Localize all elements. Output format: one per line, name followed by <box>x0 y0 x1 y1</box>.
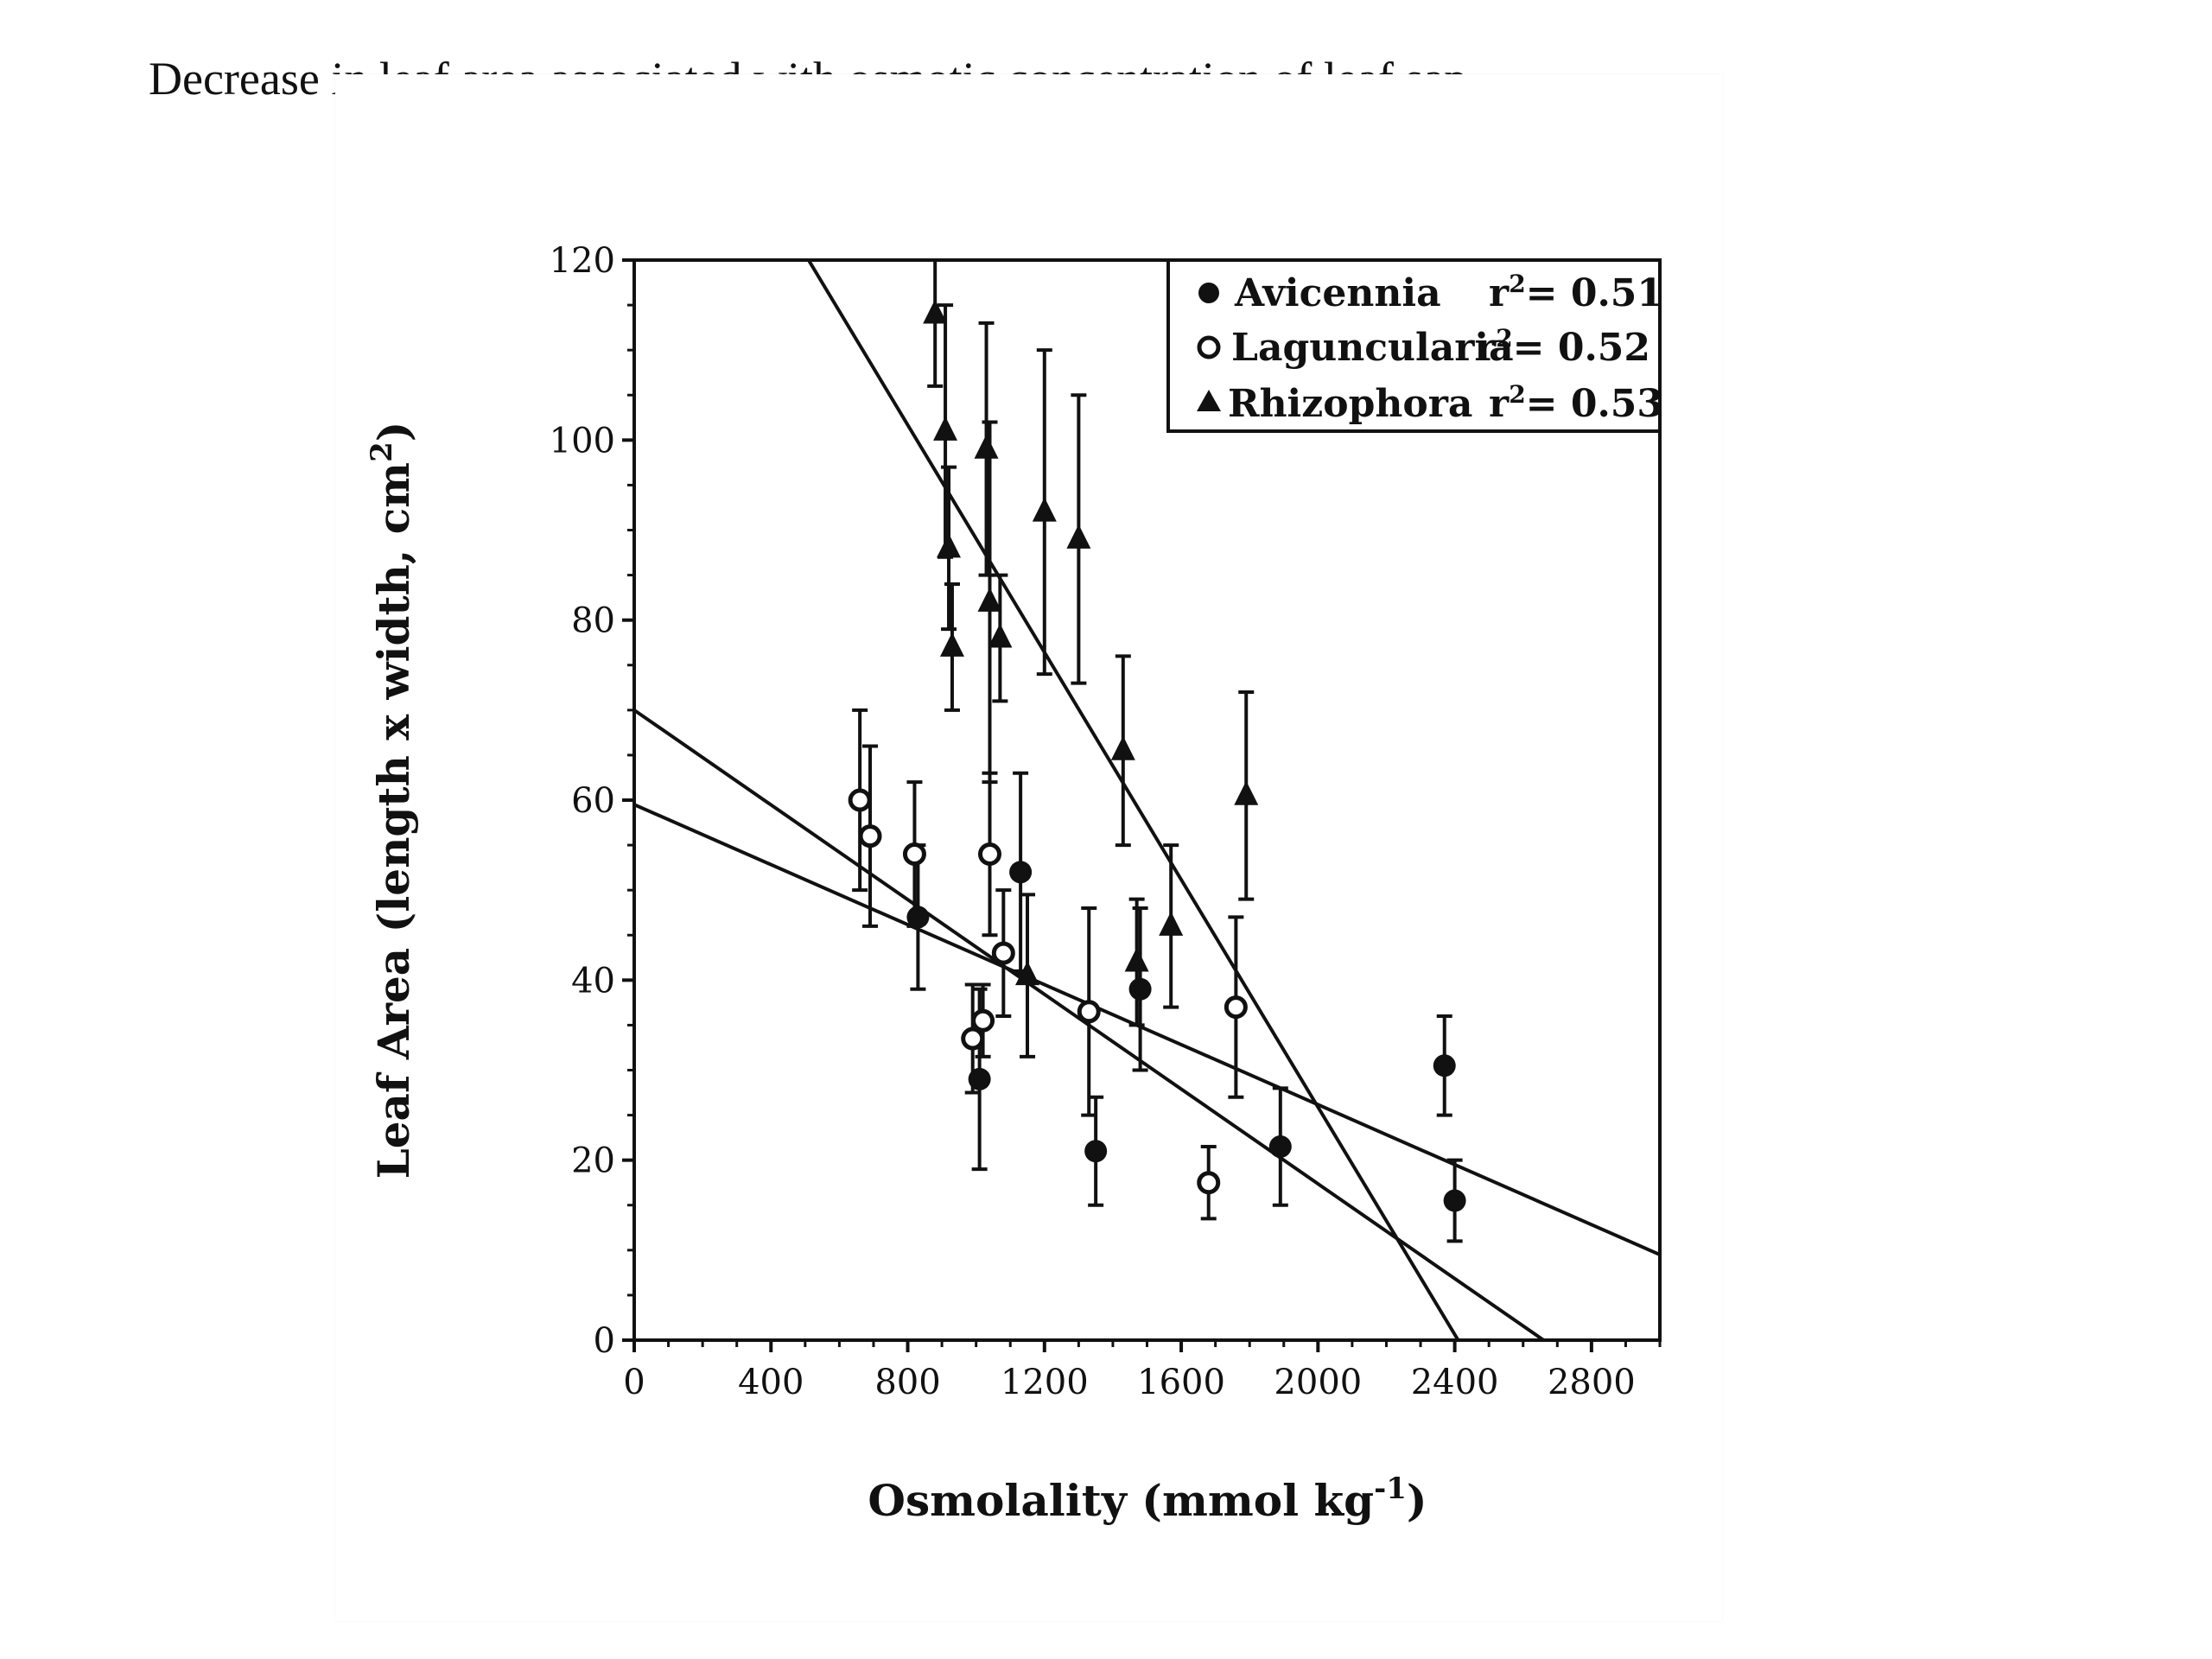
x-tick-label: 0 <box>623 1363 645 1402</box>
rhizophora-marker <box>988 623 1013 648</box>
rhizophora-point <box>988 573 1013 703</box>
y-tick-label: 80 <box>571 601 615 641</box>
plot-frame <box>632 258 1662 1342</box>
fit-line-rhizophora <box>807 260 1460 1340</box>
rhizophora-point <box>1124 897 1149 1027</box>
rhizophora-point <box>1159 843 1184 1009</box>
rhizophora-point <box>1066 393 1091 685</box>
y-tick-label: 0 <box>594 1321 615 1361</box>
x-tick-label: 1200 <box>1001 1363 1089 1402</box>
avicennia-marker <box>1084 1140 1108 1163</box>
avicennia-marker <box>906 906 930 929</box>
x-tick-label: 400 <box>738 1363 804 1402</box>
y-axis-title: Leaf Area (length x width, cm2) <box>365 422 419 1179</box>
avicennia-marker <box>1433 1054 1456 1077</box>
rhizophora-point <box>937 465 962 632</box>
y-tick-label: 40 <box>571 961 615 1001</box>
laguncularia-point <box>971 982 995 1058</box>
rhizophora-marker <box>1110 735 1135 760</box>
avicennia-point <box>1443 1158 1466 1243</box>
x-tick-label: 1600 <box>1137 1363 1225 1402</box>
laguncularia-point <box>961 982 985 1095</box>
rhizophora-point <box>977 420 1002 785</box>
legend-box <box>1166 258 1662 433</box>
avicennia-point <box>1268 1086 1292 1207</box>
rhizophora-marker <box>1234 780 1259 805</box>
legend-marker-laguncularia <box>1197 335 1221 359</box>
avicennia-point <box>1009 771 1033 973</box>
x-tick-label: 2400 <box>1411 1363 1499 1402</box>
rhizophora-marker <box>1032 497 1057 522</box>
legend-r2-avicennia: r2= 0.51 <box>1489 270 1663 315</box>
legend-marker-avicennia <box>1198 283 1219 303</box>
laguncularia-point <box>991 888 1015 1018</box>
x-tick-label: 2800 <box>1548 1363 1636 1402</box>
laguncularia-point <box>858 744 882 928</box>
laguncularia-marker <box>961 1027 985 1051</box>
avicennia-point <box>1128 906 1152 1072</box>
rhizophora-point <box>974 321 999 577</box>
y-tick-label: 20 <box>571 1141 615 1181</box>
figure-panel: 0 20 40 60 80 100 120 0 400 800 1200 1600 2000 2400 28… <box>335 74 1722 1621</box>
rhizophora-marker <box>1066 524 1091 549</box>
laguncularia-point <box>902 780 926 928</box>
avicennia-marker <box>1128 977 1152 1001</box>
laguncularia-marker <box>1224 995 1248 1020</box>
laguncularia-marker <box>977 842 1001 866</box>
rhizophora-marker <box>1015 961 1040 986</box>
avicennia-marker <box>1009 861 1033 884</box>
legend-label-rhizophora: Rhizophora <box>1228 382 1472 426</box>
rhizophora-point <box>1234 690 1259 901</box>
laguncularia-point <box>1197 1145 1221 1221</box>
legend-label-laguncularia: Laguncularia <box>1231 326 1514 370</box>
laguncularia-marker <box>1197 1171 1221 1195</box>
x-tick-label: 2000 <box>1274 1363 1362 1402</box>
legend: Avicennia r2= 0.51 Laguncularia r2= 0.52… <box>1166 258 1663 433</box>
legend-r2-rhizophora: r2= 0.53 <box>1489 380 1663 426</box>
laguncularia-marker <box>1077 1000 1101 1024</box>
rhizophora-point <box>923 260 948 388</box>
laguncularia-marker <box>858 824 882 849</box>
rhizophora-marker <box>923 299 948 324</box>
rhizophora-point <box>939 582 964 712</box>
rhizophora-point <box>1015 893 1040 1058</box>
laguncularia-point <box>977 771 1001 938</box>
avicennia-marker <box>1268 1135 1292 1159</box>
rhizophora-marker <box>1159 911 1184 936</box>
x-axis-title: Osmolality (mmol kg-1) <box>868 1471 1427 1526</box>
laguncularia-point <box>1224 915 1248 1099</box>
laguncularia-marker <box>902 842 926 866</box>
rhizophora-marker <box>974 434 999 459</box>
laguncularia-marker <box>848 788 872 812</box>
rhizophora-point <box>1110 654 1135 848</box>
y-tick-label: 60 <box>571 781 615 821</box>
avicennia-marker <box>1443 1189 1466 1212</box>
x-tick-label: 800 <box>874 1363 940 1402</box>
rhizophora-marker <box>939 632 964 657</box>
laguncularia-marker <box>971 1008 995 1033</box>
y-tick-label: 100 <box>550 421 615 461</box>
legend-marker-rhizophora <box>1197 390 1221 411</box>
data-points <box>848 260 1466 1243</box>
rhizophora-point <box>1032 348 1057 677</box>
avicennia-point <box>1433 1014 1456 1117</box>
rhizophora-marker <box>1124 947 1149 972</box>
laguncularia-marker <box>991 941 1015 965</box>
rhizophora-marker <box>937 533 962 558</box>
legend-label-avicennia: Avicennia <box>1234 271 1441 315</box>
rhizophora-marker <box>933 416 958 441</box>
laguncularia-point <box>1077 906 1101 1117</box>
avicennia-point <box>906 843 930 991</box>
legend-r2-laguncularia: r2= 0.52 <box>1476 324 1650 370</box>
y-tick-label: 120 <box>550 241 615 281</box>
fit-line-laguncularia <box>634 803 1660 1256</box>
rhizophora-point <box>933 303 958 559</box>
rhizophora-marker <box>977 587 1002 612</box>
